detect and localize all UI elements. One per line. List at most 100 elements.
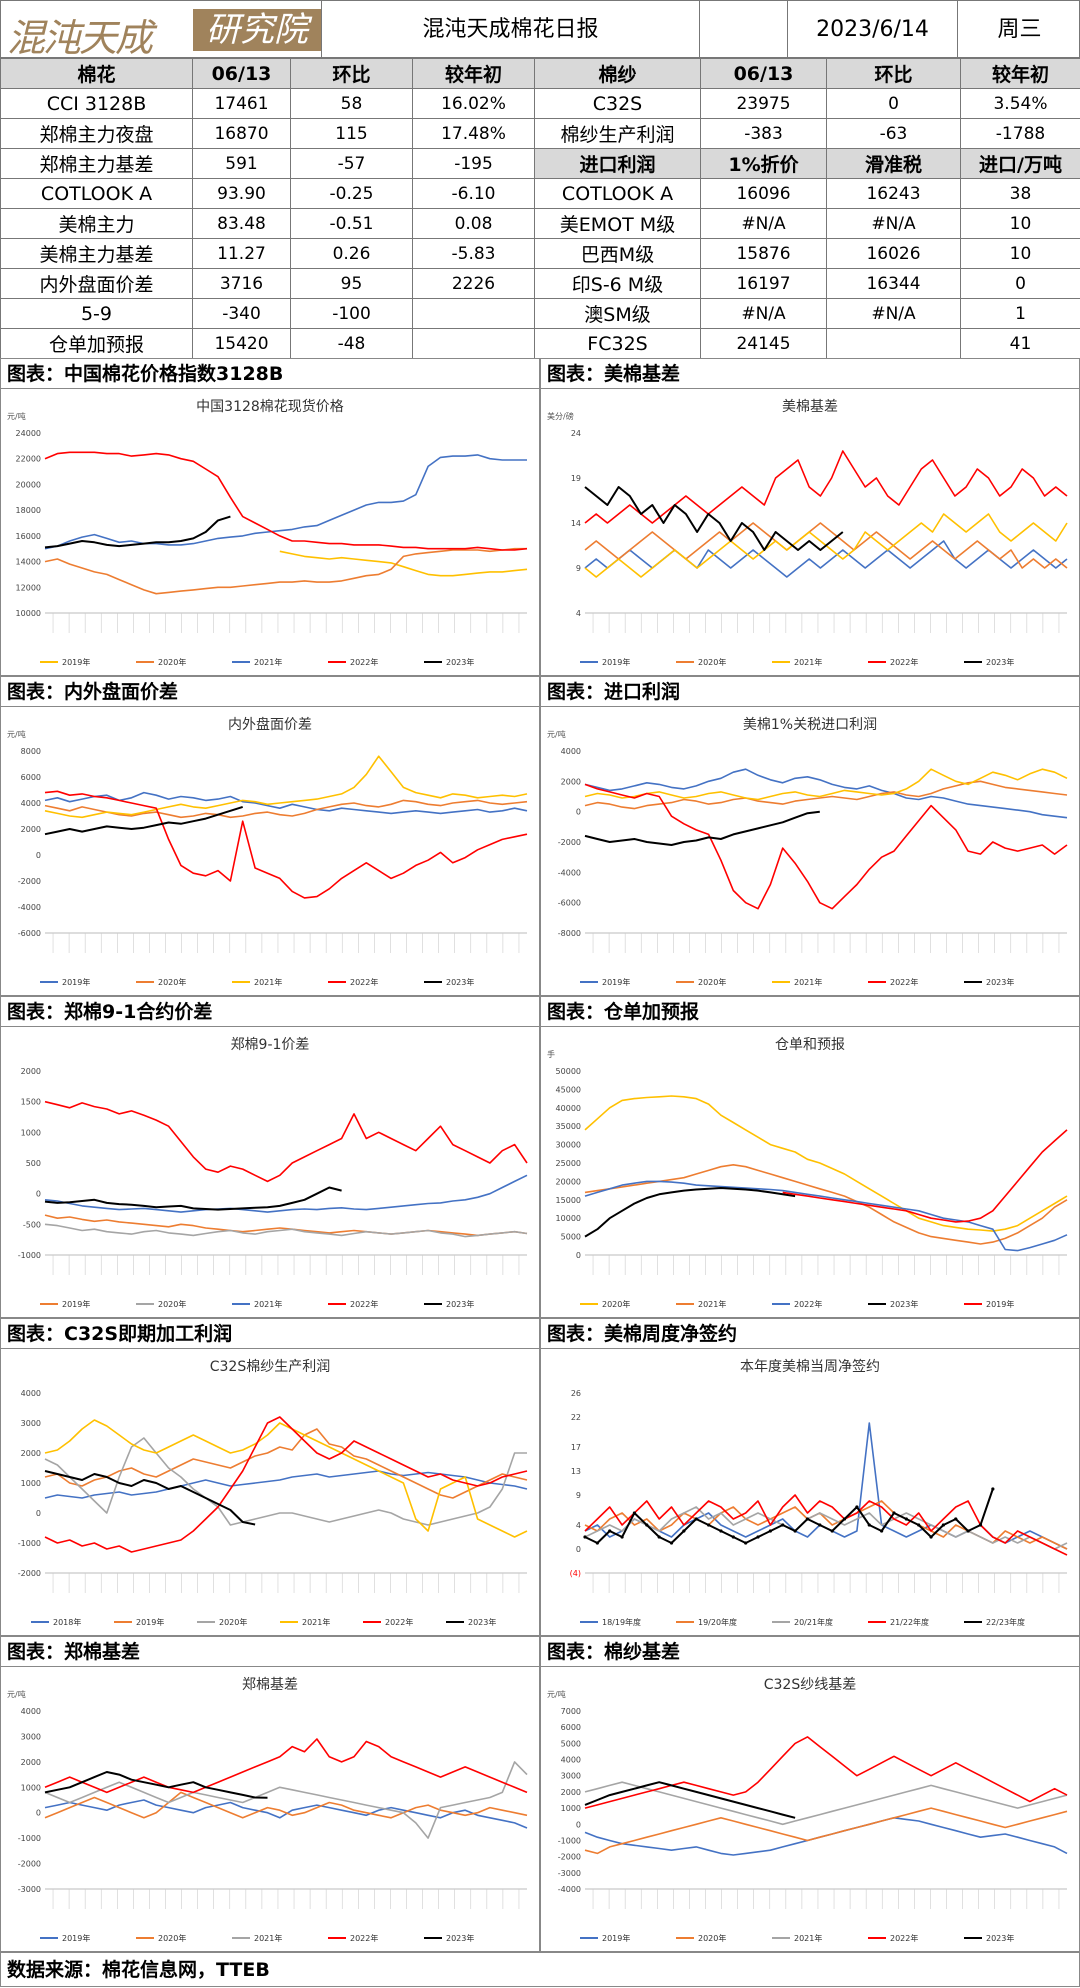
legend-label: 2020年 [698, 1933, 726, 1943]
series-point [670, 1541, 673, 1544]
value-cell [413, 299, 535, 329]
y-tick-label: 3000 [21, 1732, 41, 1741]
row-label: COTLOOK A [535, 179, 701, 209]
unit-label: 手 [547, 1049, 555, 1059]
y-tick-label: 10000 [556, 1214, 581, 1223]
legend-label: 2022年 [794, 1299, 822, 1309]
legend-label: 20/21年度 [794, 1617, 833, 1627]
series-line [585, 1181, 1067, 1250]
series-line [585, 1489, 993, 1543]
row-label: 巴西M级 [535, 239, 701, 269]
legend-label: 2019年 [62, 657, 90, 667]
series-line [45, 455, 527, 549]
y-tick-label: 0 [36, 1809, 41, 1818]
series-point [991, 1487, 994, 1490]
legend-label: 19/20年度 [698, 1617, 737, 1627]
value-cell: 0.26 [291, 239, 413, 269]
unit-label: 元/吨 [547, 1689, 566, 1699]
series-point [744, 1541, 747, 1544]
legend-label: 2019年 [62, 977, 90, 987]
value-cell: #N/A [827, 209, 961, 239]
series-point [719, 1529, 722, 1532]
value-cell: -5.83 [413, 239, 535, 269]
legend-label: 2019年 [136, 1617, 164, 1627]
y-tick-label: -2000 [18, 1569, 41, 1578]
series-line [585, 769, 1067, 818]
chart-title: 美棉1%关税进口利润 [743, 716, 877, 733]
value-cell: 16344 [827, 269, 961, 299]
series-line [45, 1175, 527, 1212]
value-cell: 95 [291, 269, 413, 299]
value-cell: 17461 [193, 89, 291, 119]
report-date: 2023/6/14 [787, 1, 957, 59]
header-cell: 环比 [827, 59, 961, 89]
y-tick-label: 0 [36, 851, 41, 860]
y-tick-label: -2000 [18, 1860, 41, 1869]
legend-label: 2023年 [468, 1617, 496, 1627]
series-point [707, 1523, 710, 1526]
legend-label: 2021年 [254, 977, 282, 987]
panel-title: 图表：仓单加预报 [541, 997, 1079, 1027]
series-line [585, 1188, 795, 1237]
unit-label: 元/吨 [7, 729, 26, 739]
y-tick-label: 12000 [16, 583, 41, 592]
panel-title: 图表：美棉基差 [541, 359, 1079, 389]
value-cell: 58 [291, 89, 413, 119]
row-label: C32S [535, 89, 701, 119]
series-line [585, 812, 820, 845]
chart-import-profit: 美棉1%关税进口利润元/吨-8000-6000-4000-20000200040… [541, 707, 1079, 995]
legend-label: 2019年 [986, 1299, 1014, 1309]
y-tick-label: 0 [576, 808, 581, 817]
legend-label: 2019年 [62, 1299, 90, 1309]
series-point [942, 1523, 945, 1526]
series-point [892, 1511, 895, 1514]
chart-title: 郑棉基差 [242, 1676, 298, 1693]
chart-zce-basis: 郑棉基差元/吨-3000-2000-1000010002000300040002… [1, 1667, 539, 1951]
chart-title: 内外盘面价差 [228, 716, 312, 733]
report-weekday: 周三 [957, 1, 1080, 59]
value-cell: 38 [961, 179, 1080, 209]
legend-label: 2021年 [794, 1933, 822, 1943]
y-tick-label: 20000 [556, 1177, 581, 1186]
legend-label: 2019年 [602, 977, 630, 987]
series-line [45, 1102, 527, 1182]
value-cell: 16096 [701, 179, 827, 209]
value-cell: -100 [291, 299, 413, 329]
row-label: 澳SM级 [535, 299, 701, 329]
legend-label: 2020年 [158, 977, 186, 987]
value-cell: 16197 [701, 269, 827, 299]
legend-label: 2021年 [794, 977, 822, 987]
y-tick-label: 4000 [21, 1389, 41, 1398]
row-label: 美棉主力 [1, 209, 193, 239]
legend-label: 2023年 [446, 657, 474, 667]
y-tick-label: 2000 [561, 777, 581, 786]
value-cell: 16243 [827, 179, 961, 209]
y-tick-label: -1000 [18, 1251, 41, 1260]
panel-title: 图表：内外盘面价差 [1, 677, 539, 707]
y-tick-label: -4000 [558, 1885, 581, 1894]
legend-label: 2022年 [385, 1617, 413, 1627]
value-cell: -195 [413, 149, 535, 179]
y-tick-label: 9 [576, 1491, 581, 1500]
series-point [905, 1517, 908, 1520]
y-tick-label: 15000 [556, 1196, 581, 1205]
chart-c32s-profit: C32S棉纱生产利润-2000-100001000200030004000201… [1, 1349, 539, 1635]
series-point [868, 1523, 871, 1526]
value-cell: -383 [701, 119, 827, 149]
report-title: 混沌天成棉花日报 [321, 1, 699, 59]
legend-label: 2021年 [698, 1299, 726, 1309]
y-tick-label: 3000 [561, 1772, 581, 1781]
value-cell: #N/A [827, 299, 961, 329]
series-point [979, 1523, 982, 1526]
y-tick-label: 19 [571, 474, 581, 483]
header-spacer [699, 1, 787, 59]
y-tick-label: 35000 [556, 1122, 581, 1131]
series-line [280, 551, 527, 575]
value-cell: 15876 [701, 239, 827, 269]
